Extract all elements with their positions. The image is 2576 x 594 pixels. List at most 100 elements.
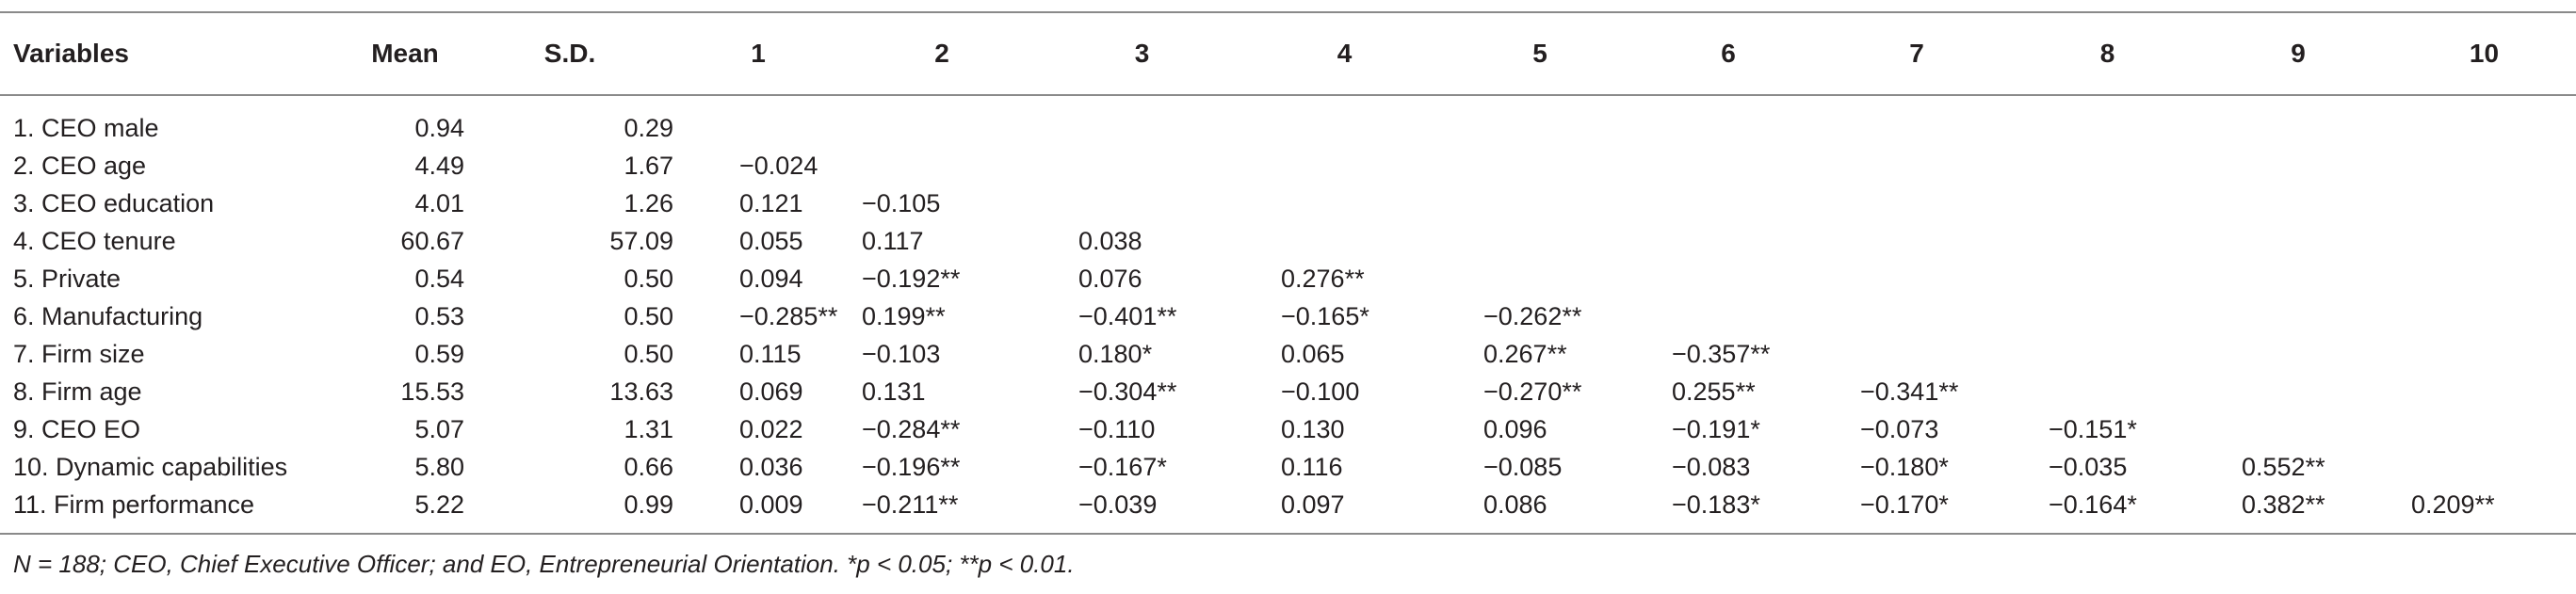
cell-corr-4 <box>1243 94 1446 147</box>
cell-corr-4: 0.116 <box>1281 452 1343 481</box>
cell-corr-9 <box>2204 373 2392 410</box>
cell-corr-7 <box>1823 147 2011 185</box>
table-row: 2. CEO age 4.49 1.67 −0.024 <box>0 147 2576 185</box>
cell-corr-6 <box>1634 222 1823 260</box>
cell-corr-6: −0.183* <box>1672 490 1760 519</box>
header-col-1: 1 <box>751 39 766 68</box>
cell-corr-2: −0.105 <box>862 188 941 217</box>
cell-corr-8 <box>2011 297 2204 335</box>
cell-mean: 0.59 <box>414 339 464 368</box>
header-col-9: 9 <box>2291 39 2306 68</box>
cell-corr-2: −0.103 <box>862 339 941 368</box>
cell-mean: 5.22 <box>414 490 464 519</box>
header-col-2: 2 <box>934 39 949 68</box>
cell-variable: 11. Firm performance <box>13 490 255 519</box>
cell-corr-7 <box>1823 335 2011 373</box>
cell-corr-6: −0.083 <box>1672 452 1751 481</box>
cell-mean: 0.53 <box>414 301 464 330</box>
cell-corr-10 <box>2392 410 2576 448</box>
cell-corr-10: 0.209** <box>2411 490 2495 519</box>
cell-corr-4: −0.100 <box>1281 377 1360 406</box>
cell-corr-3: 0.180* <box>1078 339 1153 368</box>
cell-corr-7 <box>1823 222 2011 260</box>
table-row: 6. Manufacturing 0.53 0.50 −0.285** 0.199** −… <box>0 297 2576 335</box>
cell-corr-8 <box>2011 335 2204 373</box>
cell-corr-1: 0.115 <box>739 339 802 368</box>
cell-corr-9 <box>2204 222 2392 260</box>
cell-corr-1 <box>673 94 843 147</box>
cell-corr-9 <box>2204 410 2392 448</box>
cell-variable: 8. Firm age <box>13 377 142 406</box>
cell-corr-10 <box>2392 373 2576 410</box>
cell-corr-7 <box>1823 185 2011 222</box>
cell-corr-6 <box>1634 185 1823 222</box>
cell-corr-7 <box>1823 297 2011 335</box>
cell-sd: 0.99 <box>624 490 673 519</box>
cell-corr-1: −0.024 <box>739 151 818 180</box>
cell-corr-4: 0.097 <box>1281 490 1345 519</box>
cell-corr-6: −0.357** <box>1672 339 1771 368</box>
cell-corr-3: 0.038 <box>1078 226 1142 255</box>
cell-corr-2: −0.211** <box>862 490 959 519</box>
table-row: 5. Private 0.54 0.50 0.094 −0.192** 0.076 0.27… <box>0 260 2576 297</box>
cell-mean: 4.01 <box>414 188 464 217</box>
header-col-5: 5 <box>1532 39 1547 68</box>
cell-variable: 1. CEO male <box>13 113 159 142</box>
cell-corr-6 <box>1634 260 1823 297</box>
cell-corr-5 <box>1446 94 1634 147</box>
cell-corr-10 <box>2392 147 2576 185</box>
cell-corr-10 <box>2392 222 2576 260</box>
cell-corr-5: 0.086 <box>1483 490 1547 519</box>
header-mean: Mean <box>371 39 439 68</box>
cell-corr-7: −0.341** <box>1860 377 1959 406</box>
cell-variable: 6. Manufacturing <box>13 301 203 330</box>
cell-corr-2: 0.199** <box>862 301 946 330</box>
cell-corr-7 <box>1823 94 2011 147</box>
cell-corr-3 <box>1041 185 1243 222</box>
cell-corr-5 <box>1446 260 1634 297</box>
cell-corr-4: 0.276** <box>1281 264 1365 293</box>
table-row: 3. CEO education 4.01 1.26 0.121 −0.105 <box>0 185 2576 222</box>
cell-corr-2: 0.117 <box>862 226 924 255</box>
cell-corr-2: 0.131 <box>862 377 926 406</box>
cell-corr-1: 0.121 <box>739 188 803 217</box>
cell-corr-9: 0.382** <box>2242 490 2325 519</box>
cell-sd: 1.31 <box>624 414 673 443</box>
cell-corr-4: 0.065 <box>1281 339 1345 368</box>
cell-corr-7: −0.073 <box>1860 414 1939 443</box>
cell-sd: 1.26 <box>624 188 673 217</box>
header-rule <box>0 94 2576 96</box>
cell-corr-2: −0.196** <box>862 452 961 481</box>
table-row: 7. Firm size 0.59 0.50 0.115 −0.103 0.180* 0.0… <box>0 335 2576 373</box>
cell-mean: 4.49 <box>414 151 464 180</box>
header-col-8: 8 <box>2099 39 2115 68</box>
cell-corr-9 <box>2204 297 2392 335</box>
cell-corr-3: 0.076 <box>1078 264 1142 293</box>
cell-corr-10 <box>2392 185 2576 222</box>
cell-mean: 60.67 <box>400 226 464 255</box>
cell-corr-8 <box>2011 373 2204 410</box>
cell-corr-4 <box>1243 222 1446 260</box>
cell-corr-9: 0.552** <box>2242 452 2325 481</box>
cell-sd: 0.50 <box>624 301 673 330</box>
cell-corr-10 <box>2392 260 2576 297</box>
cell-corr-8 <box>2011 222 2204 260</box>
table-footnote: N = 188; CEO, Chief Executive Officer; a… <box>13 550 1075 578</box>
cell-corr-1: −0.285** <box>739 301 838 330</box>
header-col-3: 3 <box>1134 39 1150 68</box>
cell-corr-9 <box>2204 185 2392 222</box>
cell-corr-2 <box>843 94 1041 147</box>
cell-corr-8 <box>2011 185 2204 222</box>
cell-corr-4: 0.130 <box>1281 414 1345 443</box>
cell-variable: 3. CEO education <box>13 188 215 217</box>
cell-corr-9 <box>2204 335 2392 373</box>
cell-corr-9 <box>2204 260 2392 297</box>
cell-mean: 0.94 <box>414 113 464 142</box>
cell-corr-7: −0.180* <box>1860 452 1949 481</box>
table-row: 4. CEO tenure 60.67 57.09 0.055 0.117 0.038 <box>0 222 2576 260</box>
cell-corr-8: −0.035 <box>2049 452 2128 481</box>
cell-corr-5: −0.270** <box>1483 377 1582 406</box>
cell-variable: 4. CEO tenure <box>13 226 176 255</box>
cell-corr-10 <box>2392 448 2576 486</box>
cell-corr-6: 0.255** <box>1672 377 1756 406</box>
